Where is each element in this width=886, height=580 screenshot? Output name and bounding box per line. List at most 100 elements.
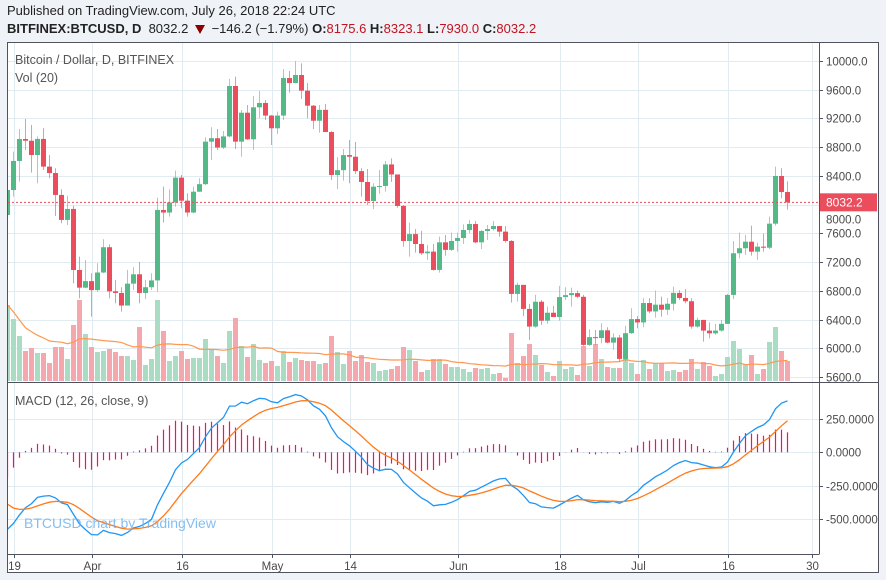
candle[interactable]	[77, 256, 82, 299]
candle[interactable]	[587, 329, 592, 346]
candle[interactable]	[11, 151, 16, 197]
candle[interactable]	[755, 242, 760, 260]
candle[interactable]	[449, 232, 454, 251]
candle[interactable]	[461, 224, 466, 244]
candle[interactable]	[533, 294, 538, 328]
candle[interactable]	[221, 130, 226, 149]
candle[interactable]	[599, 323, 604, 344]
candle[interactable]	[425, 244, 430, 260]
candle[interactable]	[497, 225, 502, 237]
candle[interactable]	[407, 222, 412, 257]
candle[interactable]	[17, 129, 22, 182]
candle[interactable]	[605, 327, 610, 344]
candle[interactable]	[299, 63, 304, 99]
candle[interactable]	[641, 298, 646, 328]
candle[interactable]	[359, 168, 364, 197]
price-pane[interactable]	[5, 61, 819, 362]
candle[interactable]	[647, 298, 652, 314]
candle[interactable]	[539, 299, 544, 325]
candle[interactable]	[743, 234, 748, 255]
candle[interactable]	[683, 288, 688, 304]
candle[interactable]	[281, 68, 286, 120]
candle[interactable]	[239, 109, 244, 157]
candle[interactable]	[161, 186, 166, 223]
candle[interactable]	[455, 232, 460, 252]
candle[interactable]	[635, 315, 640, 329]
candle[interactable]	[779, 168, 784, 199]
candle[interactable]	[113, 279, 118, 304]
candle[interactable]	[377, 169, 382, 194]
candle[interactable]	[149, 273, 154, 290]
candle[interactable]	[203, 137, 208, 185]
candle[interactable]	[383, 160, 388, 192]
candle[interactable]	[731, 240, 736, 300]
candle[interactable]	[581, 294, 586, 346]
candle[interactable]	[323, 104, 328, 133]
candle[interactable]	[143, 279, 148, 300]
candle[interactable]	[767, 216, 772, 249]
candle[interactable]	[101, 239, 106, 274]
candle[interactable]	[257, 91, 262, 119]
candle[interactable]	[107, 244, 112, 299]
candle[interactable]	[725, 293, 730, 324]
candle[interactable]	[365, 168, 370, 205]
candle[interactable]	[773, 166, 778, 226]
candle[interactable]	[707, 322, 712, 339]
candle[interactable]	[431, 243, 436, 271]
candle[interactable]	[167, 189, 172, 217]
candle[interactable]	[125, 269, 130, 306]
candle[interactable]	[335, 157, 340, 189]
candle[interactable]	[479, 229, 484, 249]
candle[interactable]	[269, 115, 274, 145]
candle[interactable]	[293, 61, 298, 84]
candle[interactable]	[671, 286, 676, 311]
candle[interactable]	[557, 285, 562, 321]
candle[interactable]	[65, 195, 70, 225]
candle[interactable]	[371, 183, 376, 209]
candle[interactable]	[89, 273, 94, 317]
candle[interactable]	[443, 234, 448, 256]
candle[interactable]	[275, 111, 280, 134]
candle[interactable]	[467, 219, 472, 234]
candle[interactable]	[263, 99, 268, 120]
candle[interactable]	[485, 224, 490, 240]
candle[interactable]	[23, 118, 28, 150]
candle[interactable]	[749, 225, 754, 256]
candle[interactable]	[761, 233, 766, 252]
candle[interactable]	[131, 267, 136, 290]
candle[interactable]	[29, 124, 34, 173]
candle[interactable]	[701, 319, 706, 342]
candle[interactable]	[653, 290, 658, 318]
candle[interactable]	[347, 140, 352, 184]
candle[interactable]	[569, 287, 574, 307]
candle[interactable]	[737, 232, 742, 259]
candle[interactable]	[287, 70, 292, 93]
candle[interactable]	[305, 82, 310, 119]
candle[interactable]	[401, 204, 406, 247]
candle[interactable]	[389, 158, 394, 182]
candle[interactable]	[53, 168, 58, 216]
candle[interactable]	[629, 308, 634, 334]
candle[interactable]	[623, 325, 628, 362]
candle[interactable]	[341, 148, 346, 181]
candle[interactable]	[437, 236, 442, 273]
candle[interactable]	[611, 333, 616, 350]
candle[interactable]	[197, 178, 202, 192]
candle[interactable]	[689, 298, 694, 329]
candle[interactable]	[719, 319, 724, 332]
candle[interactable]	[413, 228, 418, 253]
candle[interactable]	[59, 189, 64, 224]
candle[interactable]	[311, 105, 316, 130]
candle[interactable]	[419, 230, 424, 255]
macd-pane[interactable]	[8, 393, 789, 537]
candle[interactable]	[155, 197, 160, 292]
candle[interactable]	[245, 105, 250, 140]
candle[interactable]	[785, 181, 790, 210]
candle[interactable]	[41, 128, 46, 170]
candle[interactable]	[491, 220, 496, 231]
candle[interactable]	[329, 130, 334, 181]
candle[interactable]	[83, 259, 88, 289]
candle[interactable]	[35, 136, 40, 184]
candle[interactable]	[47, 155, 52, 179]
candle[interactable]	[515, 282, 520, 302]
